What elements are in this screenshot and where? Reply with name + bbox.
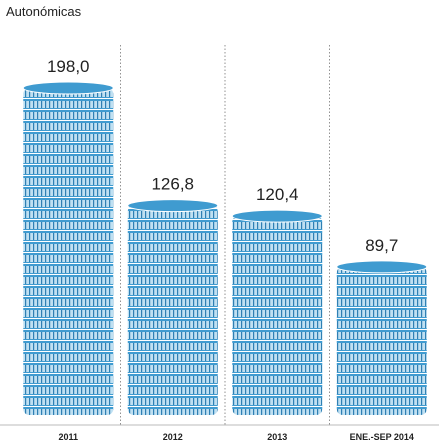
coin-stack <box>336 266 427 415</box>
coin-top <box>22 81 114 95</box>
chart-title: Autonómicas <box>6 4 82 19</box>
value-label: 126,8 <box>151 175 194 194</box>
plot-area: 198,0 2011 126,8 2012 120,4 2013 89,7 ENE.-SEP … <box>0 45 439 442</box>
x-tick-label: 2011 <box>58 432 78 442</box>
value-label: 198,0 <box>47 57 90 76</box>
value-label: 89,7 <box>365 236 398 255</box>
x-tick-label: 2012 <box>163 432 183 442</box>
value-label: 120,4 <box>256 185 299 204</box>
coin-stack <box>232 216 323 415</box>
coin-top <box>336 260 428 274</box>
x-tick-label: 2013 <box>267 432 287 442</box>
coin-top <box>127 199 219 213</box>
coin-top <box>231 209 323 223</box>
coin-stack <box>23 88 114 415</box>
x-tick-label: ENE.-SEP 2014 <box>350 432 414 442</box>
coin-stack <box>127 205 218 415</box>
